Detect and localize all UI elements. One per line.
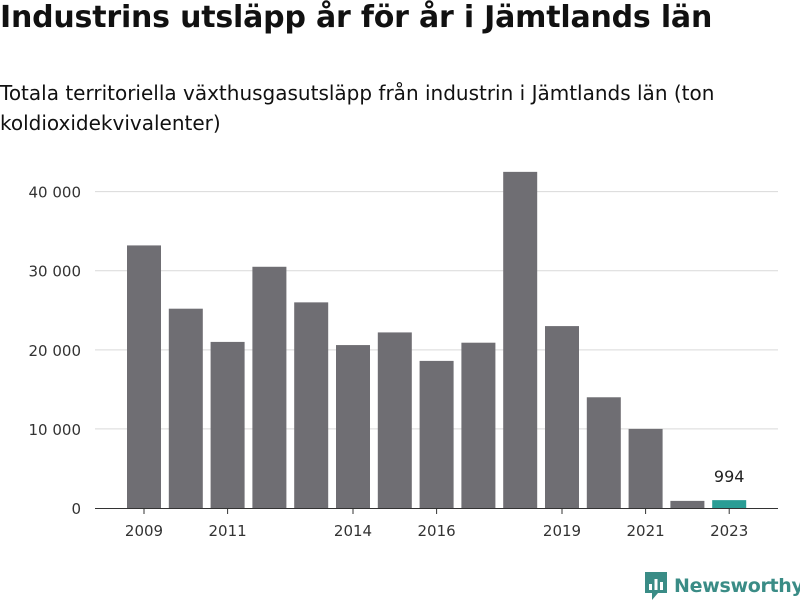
bar-2019	[545, 326, 579, 508]
y-tick-label: 30 000	[29, 263, 82, 281]
y-tick-label: 0	[71, 500, 81, 518]
bar-2011	[210, 341, 245, 508]
x-axis-tick-labels: 2009 2011 2014 2016 2019 2021 2023	[125, 522, 748, 540]
newsworthy-logo: Newsworthy	[644, 570, 800, 602]
y-tick-label: 20 000	[29, 342, 82, 360]
x-tick-label: 2021	[627, 522, 665, 540]
bar-2016	[419, 360, 454, 508]
bar-2017	[461, 342, 496, 508]
bar-2020	[586, 397, 621, 508]
newsworthy-logo-icon	[645, 572, 667, 600]
gridlines	[95, 191, 778, 430]
x-axis-ticks	[143, 508, 730, 514]
bar-2018	[503, 171, 538, 508]
bar-2015	[377, 332, 412, 508]
bar-2014	[336, 345, 370, 508]
bar-2012	[252, 266, 287, 508]
x-tick-label: 2019	[543, 522, 581, 540]
x-tick-label: 2023	[710, 522, 748, 540]
x-tick-label: 2009	[125, 522, 163, 540]
chart-title: Industrins utsläpp år för år i Jämtlands…	[0, 0, 713, 35]
y-tick-label: 10 000	[29, 421, 82, 439]
bars	[127, 171, 747, 508]
data-labels: 994	[714, 467, 745, 486]
bar-2021	[628, 428, 663, 508]
logo-text: Newsworthy	[674, 575, 800, 597]
data-label: 994	[714, 467, 745, 486]
x-tick-label: 2014	[334, 522, 372, 540]
x-tick-label: 2011	[209, 522, 247, 540]
chart-subtitle: Totala territoriella växthusgasutsläpp f…	[0, 81, 715, 135]
bar-2022	[670, 500, 705, 508]
bar-2010	[168, 308, 203, 508]
y-axis-tick-labels: 0 10 000 20 000 30 000 40 000	[29, 184, 82, 518]
y-tick-label: 40 000	[29, 184, 82, 202]
bar-2023	[712, 500, 747, 508]
bar-2009	[127, 245, 161, 508]
x-tick-label: 2016	[418, 522, 456, 540]
bar-2013	[294, 302, 329, 508]
